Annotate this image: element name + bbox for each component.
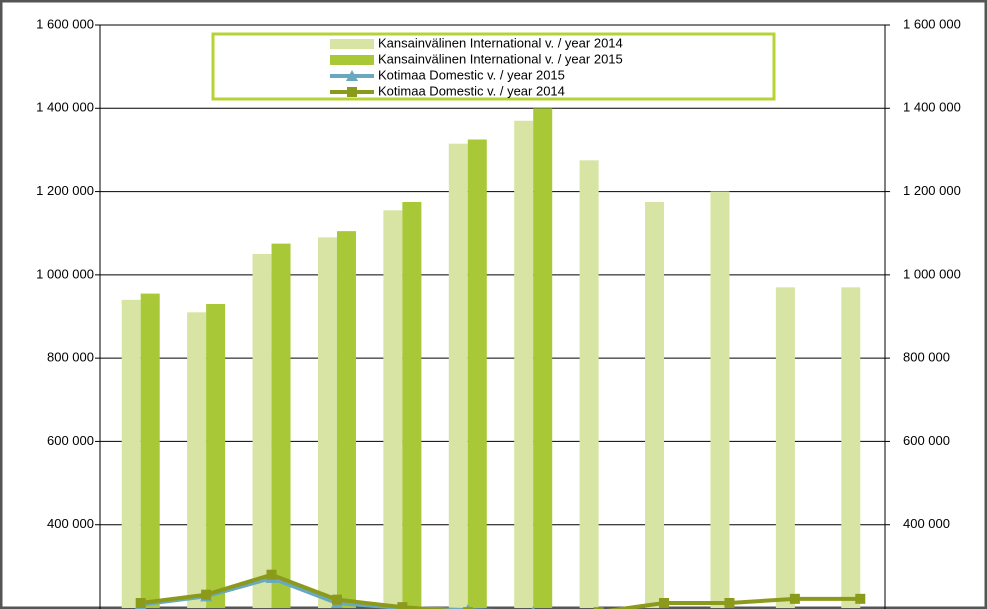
- bar: [841, 287, 861, 608]
- legend-box: [211, 32, 776, 101]
- y2-tick-label: 400 000: [903, 516, 950, 531]
- legend-marker: [346, 70, 358, 81]
- marker: [593, 607, 604, 609]
- bar: [402, 201, 422, 608]
- marker: [266, 569, 277, 580]
- y-tick-label: 400 000: [47, 516, 94, 531]
- legend-label: Kansainvälinen International v. / year 2…: [378, 51, 623, 66]
- line: [140, 572, 861, 609]
- grid: 400 000 600 000 800 000 1 000 000 1 200 000 1…: [36, 16, 961, 531]
- bar: [206, 304, 226, 608]
- legend-label: Kotimaa Domestic v. / year 2014: [378, 83, 565, 98]
- legend-marker: [347, 87, 357, 97]
- bar: [336, 231, 356, 608]
- bar: [187, 312, 207, 608]
- bar: [383, 210, 403, 608]
- marker: [855, 593, 866, 604]
- legend: Kansainvälinen International v. / year 2…: [211, 32, 776, 101]
- marker: [659, 598, 670, 609]
- marker: [724, 598, 735, 609]
- bar: [533, 108, 553, 609]
- bar: [775, 287, 795, 608]
- marker: [201, 589, 212, 600]
- bar: [271, 243, 291, 608]
- y-tick-label: 1 400 000: [36, 100, 94, 115]
- y2-tick-label: 1 600 000: [903, 16, 961, 31]
- y2-tick-label: 1 400 000: [903, 100, 961, 115]
- bar: [448, 143, 468, 609]
- y2-tick-label: 600 000: [903, 433, 950, 448]
- bar: [579, 160, 599, 608]
- marker: [135, 598, 146, 609]
- bar: [514, 120, 534, 609]
- bar: [121, 299, 141, 608]
- marker: [789, 593, 800, 604]
- marker: [462, 607, 473, 609]
- bar: [710, 191, 730, 609]
- y-tick-label: 600 000: [47, 433, 94, 448]
- bar: [645, 201, 665, 608]
- y-tick-label: 1 600 000: [36, 16, 94, 31]
- bar: [467, 139, 487, 608]
- plot-area: [121, 108, 866, 609]
- marker: [397, 602, 408, 609]
- y2-tick-label: 1 200 000: [903, 183, 961, 198]
- marker: [531, 606, 535, 609]
- marker: [331, 594, 342, 605]
- bar: [252, 254, 272, 609]
- bar: [140, 293, 160, 608]
- legend-label: Kotimaa Domestic v. / year 2015: [378, 67, 565, 82]
- y-tick-label: 1 000 000: [36, 266, 94, 281]
- legend-swatch: [330, 39, 374, 49]
- y2-tick-label: 800 000: [903, 350, 950, 365]
- bar: [317, 237, 337, 608]
- y-tick-label: 800 000: [47, 350, 94, 365]
- y2-tick-label: 1 000 000: [903, 266, 961, 281]
- legend-swatch: [330, 55, 374, 65]
- y-tick-label: 1 200 000: [36, 183, 94, 198]
- legend-label: Kansainvälinen International v. / year 2…: [378, 35, 623, 50]
